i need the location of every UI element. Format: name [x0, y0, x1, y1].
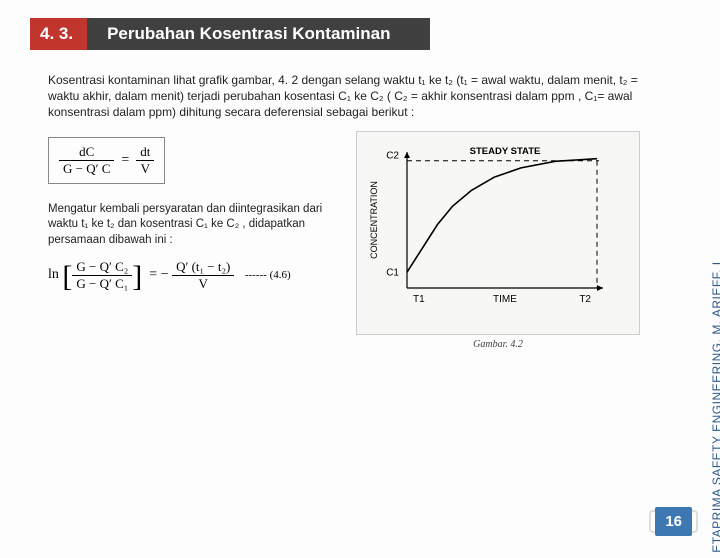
equation-2: ln [ G − Q′ C₂ G − Q′ C₁ ] = − Q′ (t₁ − … [48, 258, 338, 292]
svg-text:T2: T2 [579, 294, 591, 305]
svg-text:CONCENTRATION: CONCENTRATION [369, 181, 379, 259]
concentration-graph: C1 C2 STEADY STATE T1 T2 TIME CONCENTRATION [356, 131, 640, 335]
svg-text:C1: C1 [386, 267, 399, 278]
svg-text:TIME: TIME [493, 294, 517, 305]
page-number: 16 [655, 507, 692, 536]
svg-text:C2: C2 [386, 150, 399, 161]
svg-text:T1: T1 [413, 294, 425, 305]
mid-paragraph: Mengatur kembali persyaratan dan diinteg… [48, 202, 338, 249]
side-label: ETAPRIMA SAFETY ENGINEERING, M. ARIEFF. … [710, 258, 720, 553]
equations-column: dC G − Q′ C = dt V Mengatur kembali pers… [48, 131, 338, 350]
graph-caption: Gambar. 4.2 [356, 339, 640, 350]
svg-text:STEADY STATE: STEADY STATE [470, 146, 541, 157]
section-title: Perubahan Kosentrasi Kontaminan [87, 18, 430, 50]
intro-paragraph: Kosentrasi kontaminan lihat grafik gamba… [48, 72, 640, 121]
equation-1: dC G − Q′ C = dt V [48, 137, 165, 184]
section-number: 4. 3. [30, 18, 87, 50]
